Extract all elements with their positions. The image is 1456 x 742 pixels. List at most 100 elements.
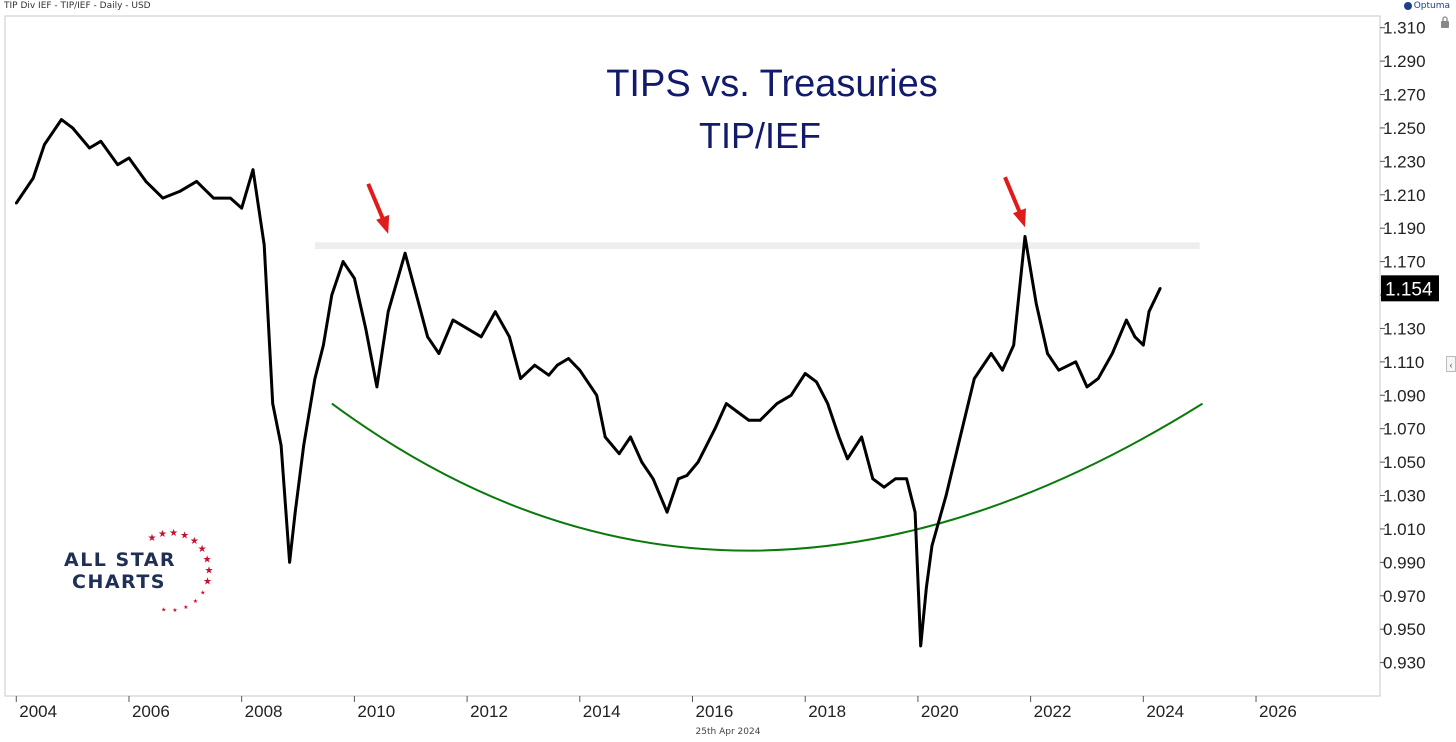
x-tick-label: 2014 [583, 702, 621, 721]
data-point [508, 335, 511, 339]
logo-star-icon: ★ [203, 576, 212, 587]
logo-star-icon: ★ [183, 604, 188, 611]
data-point [913, 510, 917, 514]
data-point [229, 196, 232, 200]
data-point [1085, 385, 1089, 389]
data-point [364, 327, 367, 330]
y-tick-label: 1.130 [1383, 319, 1426, 338]
data-point [330, 293, 334, 297]
y-tick-label: 1.090 [1383, 386, 1426, 405]
data-point [212, 196, 215, 200]
y-tick-label: 1.310 [1383, 19, 1426, 38]
chart-header-title: TIP Div IEF - TIP/IEF - Daily - USD [4, 1, 151, 11]
rounding-bottom-arc [331, 402, 1204, 552]
data-point [747, 419, 751, 422]
data-point [617, 452, 621, 456]
data-point [1133, 335, 1137, 339]
x-tick-label: 2004 [19, 702, 57, 721]
chart-subtitle: TIP/IEF [699, 115, 821, 156]
data-point [426, 335, 429, 339]
logo-star-icon: ★ [180, 531, 189, 542]
data-point [555, 363, 559, 367]
data-point [116, 163, 120, 166]
y-tick-label: 1.170 [1383, 253, 1426, 272]
logo-star-icon: ★ [205, 565, 214, 576]
data-point [685, 474, 689, 477]
data-point [14, 201, 18, 205]
data-point [1034, 302, 1038, 305]
red-arrow-shaft [366, 183, 387, 223]
y-tick-label: 0.950 [1383, 620, 1426, 639]
data-point [775, 402, 779, 405]
data-point [1023, 235, 1027, 238]
data-point [1057, 368, 1061, 372]
data-point [882, 485, 886, 489]
data-point [919, 644, 923, 648]
last-value-box [1381, 275, 1439, 302]
data-point [262, 243, 266, 247]
data-point [415, 293, 418, 297]
optuma-logo-icon [1403, 2, 1412, 10]
x-tick-label: 2018 [808, 702, 846, 721]
data-point [578, 368, 582, 372]
data-point [696, 460, 700, 464]
y-tick-label: 1.030 [1383, 487, 1426, 506]
data-point [144, 180, 148, 183]
logo-line-2: CHARTS [72, 571, 166, 593]
data-point [279, 444, 283, 447]
logo-star-icon: ★ [169, 528, 178, 539]
data-point [1142, 343, 1145, 347]
x-tick-label: 2010 [357, 702, 395, 721]
data-point [99, 140, 103, 143]
x-tick-label: 2008 [245, 702, 283, 721]
data-point [595, 393, 599, 397]
y-tick-label: 1.070 [1383, 420, 1426, 439]
data-point [251, 168, 255, 172]
data-point [240, 206, 243, 210]
y-tick-label: 1.010 [1383, 520, 1426, 539]
data-point [603, 435, 607, 439]
data-point [826, 402, 830, 405]
data-point [789, 393, 793, 397]
logo-star-icon: ★ [200, 590, 205, 597]
x-tick-label: 2016 [696, 702, 734, 721]
red-arrow [366, 183, 390, 234]
y-tick-label: 1.110 [1383, 353, 1424, 372]
y-tick-label: 0.930 [1383, 654, 1426, 673]
data-point [665, 510, 669, 514]
logo-star-icon: ★ [148, 533, 157, 544]
data-point [894, 477, 897, 481]
data-point [1074, 360, 1077, 364]
resistance-band [314, 242, 1200, 250]
last-value-label: 1.154 [1385, 279, 1433, 300]
data-point [322, 343, 325, 347]
x-tick-label: 2026 [1259, 702, 1297, 721]
data-point [1046, 352, 1049, 355]
data-point [341, 260, 345, 263]
data-point [930, 544, 934, 547]
y-tick-label: 1.270 [1383, 86, 1426, 105]
data-point [725, 402, 728, 405]
data-point [437, 352, 441, 355]
logo-star-icon: ★ [172, 607, 177, 614]
data-point [386, 310, 390, 314]
logo-star-icon: ★ [193, 598, 198, 605]
data-point [127, 156, 131, 160]
data-point [479, 335, 483, 339]
data-point [944, 494, 948, 497]
all-star-charts-logo: ALL STAR CHARTS ★ ★ ★ ★★★★★★★★★★★ [64, 528, 214, 614]
y-tick-label: 1.230 [1383, 152, 1426, 171]
data-point [547, 373, 551, 377]
y-tick-label: 0.970 [1383, 587, 1426, 606]
data-point [1001, 368, 1004, 372]
red-arrow-head [1012, 208, 1026, 228]
red-arrow-head [376, 214, 390, 234]
data-point [519, 377, 522, 380]
data-point [288, 561, 291, 564]
lock-icon[interactable] [1440, 16, 1450, 28]
data-point [302, 444, 305, 447]
logo-star-icon: ★ [158, 529, 167, 540]
data-point [71, 126, 74, 130]
y-tick-label: 1.190 [1383, 219, 1426, 238]
logo-star-ring: ★ ★ ★ ★★★★★★★★★★★ [148, 528, 214, 614]
